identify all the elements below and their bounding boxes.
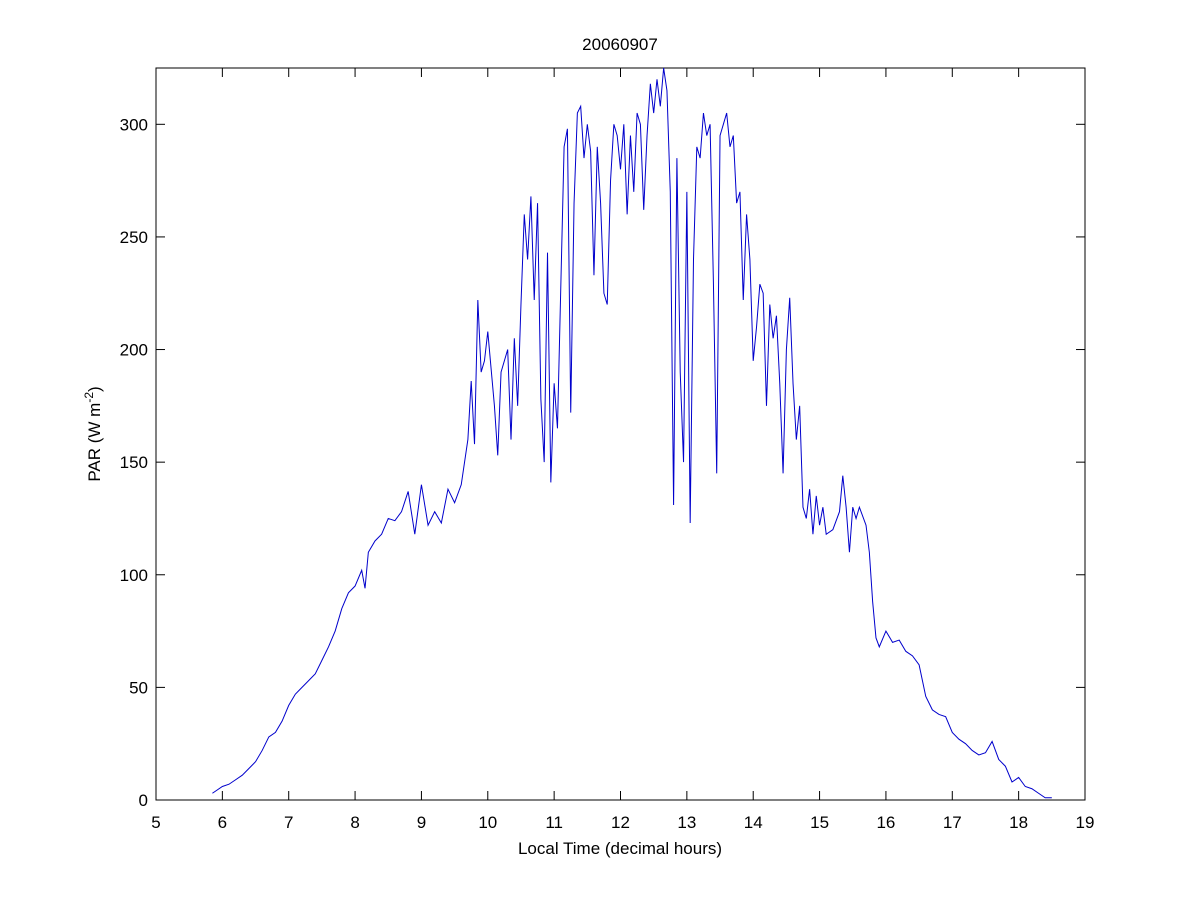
x-tick-label: 17	[943, 813, 962, 832]
x-tick-label: 5	[151, 813, 160, 832]
y-tick-label: 50	[129, 678, 148, 697]
y-label-text: PAR (W m	[85, 403, 104, 482]
y-tick-label: 100	[120, 566, 148, 585]
x-tick-label: 12	[611, 813, 630, 832]
y-tick-label: 200	[120, 341, 148, 360]
chart-title: 20060907	[582, 35, 658, 54]
y-tick-label: 300	[120, 115, 148, 134]
data-line	[212, 67, 1052, 799]
x-axis-label: Local Time (decimal hours)	[518, 839, 722, 858]
x-tick-label: 7	[284, 813, 293, 832]
y-label-tail: )	[85, 386, 104, 392]
x-tick-label: 14	[744, 813, 763, 832]
x-tick-label: 8	[350, 813, 359, 832]
x-tick-label: 15	[810, 813, 829, 832]
x-tick-label: 18	[1009, 813, 1028, 832]
x-tick-label: 10	[478, 813, 497, 832]
y-tick-label: 150	[120, 453, 148, 472]
x-tick-label: 19	[1076, 813, 1095, 832]
y-tick-label: 0	[139, 791, 148, 810]
x-tick-label: 6	[218, 813, 227, 832]
x-tick-label: 9	[417, 813, 426, 832]
x-tick-label: 16	[876, 813, 895, 832]
y-axis-label: PAR (W m-2)	[82, 386, 104, 481]
x-tick-label: 11	[545, 813, 563, 832]
x-tick-label: 13	[677, 813, 696, 832]
y-label-sup: -2	[82, 392, 96, 403]
y-tick-label: 250	[120, 228, 148, 247]
